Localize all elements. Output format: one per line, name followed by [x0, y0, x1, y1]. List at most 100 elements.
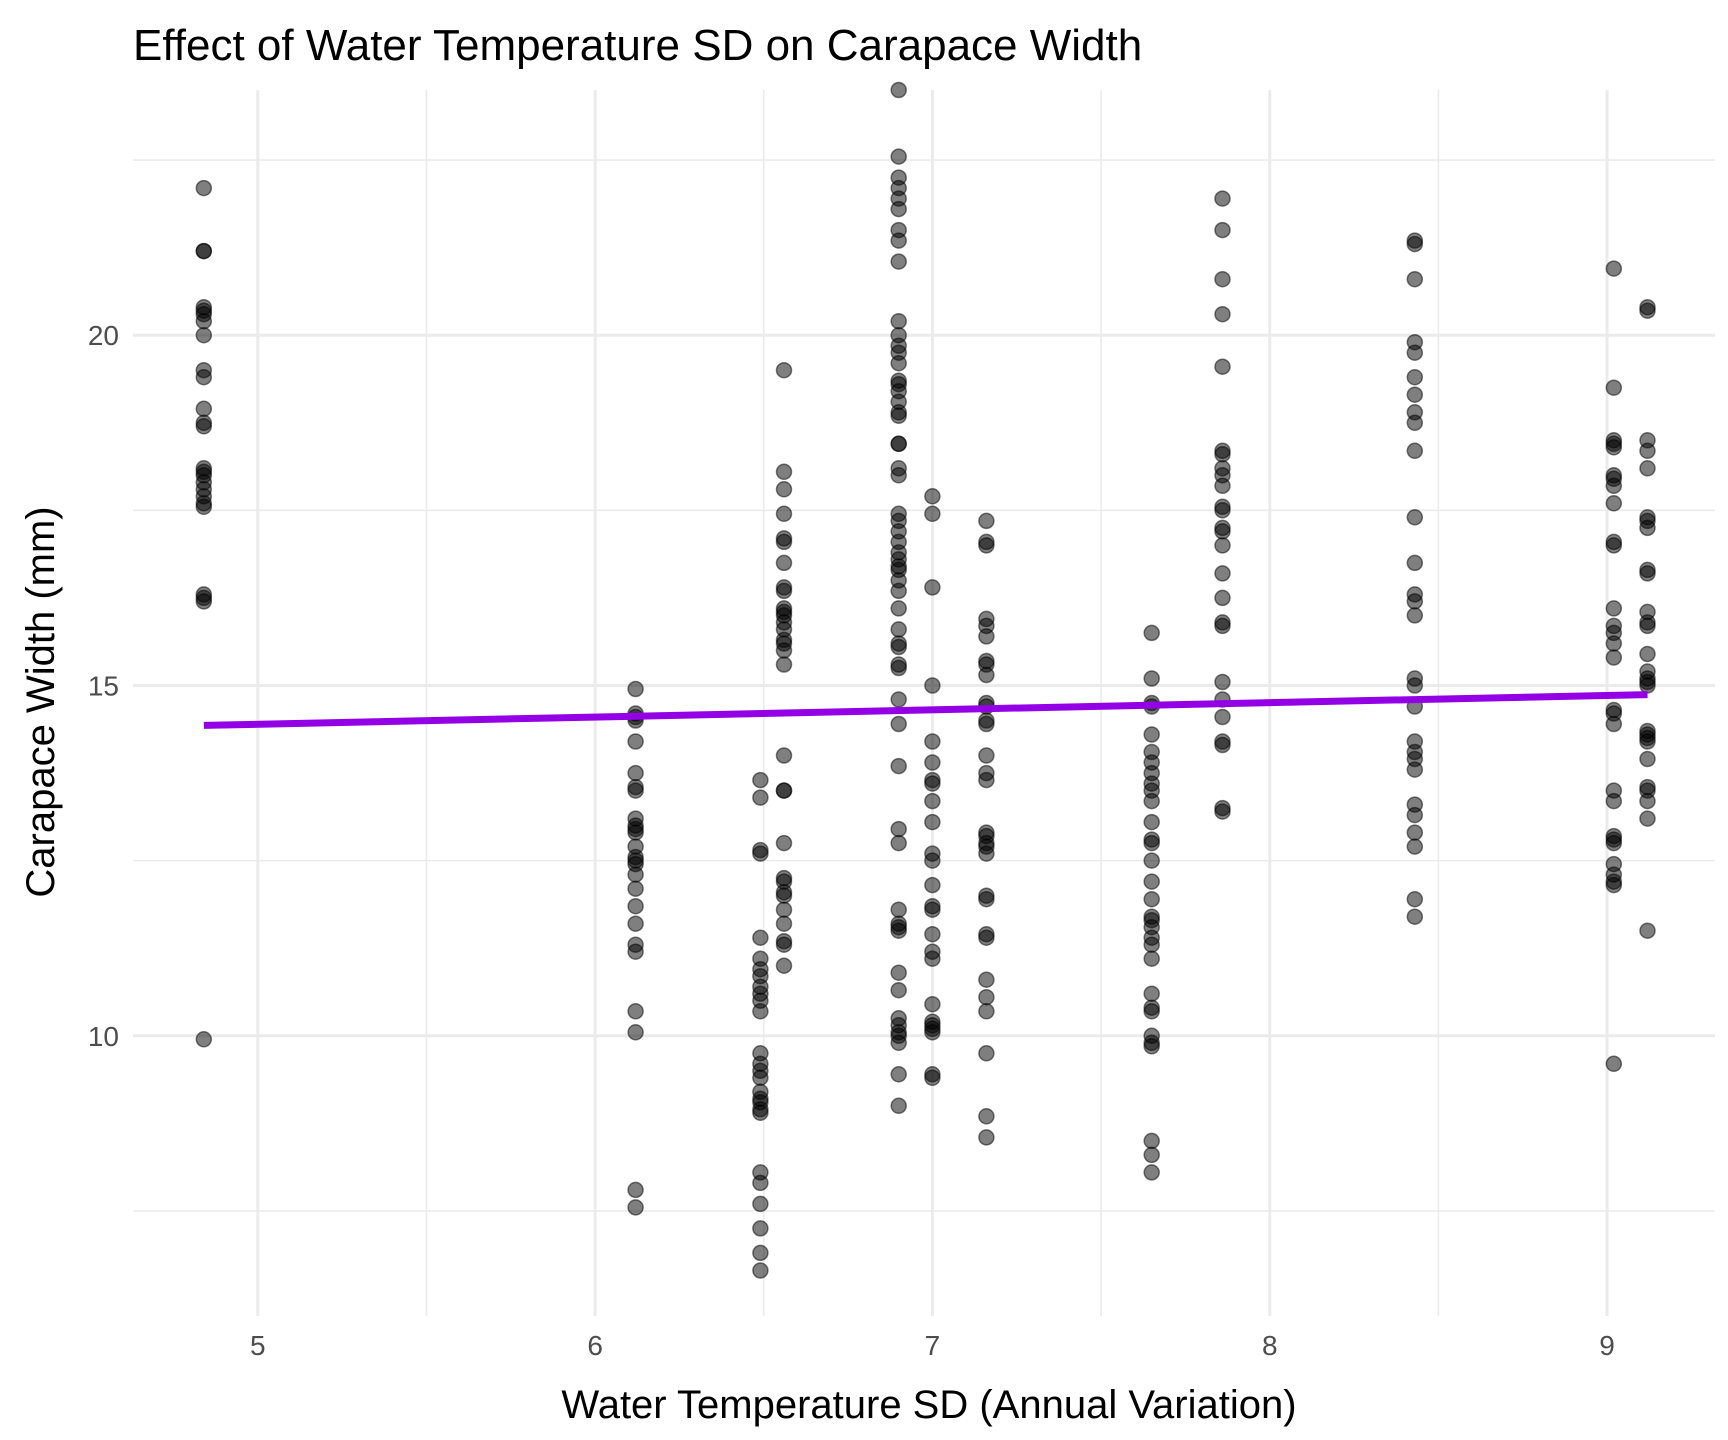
data-point — [752, 929, 769, 946]
data-point — [890, 964, 907, 981]
data-point — [1406, 554, 1424, 572]
data-point — [978, 537, 995, 554]
data-point — [1605, 439, 1623, 456]
data-point — [978, 666, 995, 684]
data-point — [1406, 386, 1424, 403]
x-tick-label: 7 — [925, 1330, 941, 1361]
data-point — [1214, 358, 1231, 375]
data-point — [978, 929, 995, 946]
data-point — [1605, 876, 1623, 894]
data-point — [195, 179, 213, 197]
data-point — [924, 950, 941, 967]
data-point — [775, 915, 793, 932]
data-point — [1143, 624, 1160, 642]
x-axis-title: Water Temperature SD (Annual Variation) — [561, 1383, 1296, 1427]
data-point — [924, 579, 941, 596]
data-point — [978, 512, 995, 530]
data-point — [1406, 344, 1424, 361]
data-point — [1143, 834, 1160, 852]
data-point — [978, 1108, 995, 1125]
data-point — [195, 418, 213, 435]
x-tick-label: 8 — [1262, 1330, 1278, 1361]
data-point — [890, 582, 907, 600]
data-point — [1639, 750, 1656, 768]
data-point — [1406, 368, 1424, 386]
data-point — [627, 680, 644, 698]
data-point — [775, 481, 793, 498]
data-point — [1639, 442, 1656, 460]
data-point — [1143, 726, 1160, 743]
x-tick-label: 6 — [587, 1330, 603, 1361]
data-point — [890, 691, 907, 708]
data-point — [752, 845, 769, 862]
y-tick-label: 15 — [88, 670, 119, 701]
data-point — [924, 1069, 941, 1087]
data-point — [978, 971, 995, 988]
data-point — [1406, 890, 1424, 908]
data-point — [1214, 708, 1231, 726]
data-point — [1214, 270, 1231, 288]
major-gridlines-x — [256, 90, 1609, 1316]
data-point — [1406, 806, 1424, 824]
data-point — [1406, 838, 1424, 855]
data-point — [752, 789, 769, 806]
data-point — [978, 1003, 995, 1020]
data-point — [924, 995, 941, 1013]
data-point — [1406, 824, 1424, 841]
data-point — [924, 852, 941, 869]
data-point — [195, 593, 213, 610]
data-point — [890, 621, 907, 638]
data-point — [890, 81, 907, 99]
y-tick-labels: 10 15 20 — [88, 320, 119, 1052]
data-point — [924, 925, 941, 943]
data-point — [627, 897, 644, 915]
data-point — [978, 845, 995, 862]
data-point — [752, 1262, 769, 1279]
data-point — [924, 677, 941, 694]
data-point — [752, 1220, 769, 1237]
y-tick-label: 20 — [88, 320, 119, 351]
data-point — [627, 1181, 644, 1199]
data-point — [890, 253, 907, 270]
data-point — [775, 782, 793, 799]
data-point — [775, 901, 793, 918]
data-point — [890, 1034, 907, 1052]
data-point — [752, 1003, 769, 1020]
data-point — [1214, 736, 1231, 754]
data-point — [627, 733, 644, 750]
data-point — [978, 890, 995, 908]
data-point — [1406, 677, 1424, 694]
data-point — [1406, 607, 1424, 624]
y-axis-title: Carapace Width (mm) — [19, 506, 63, 897]
data-point — [1406, 509, 1424, 526]
chart-title: Effect of Water Temperature SD on Carapa… — [133, 21, 1142, 70]
x-tick-labels: 5 6 7 8 9 — [250, 1330, 1615, 1361]
data-point — [890, 354, 907, 372]
data-point — [890, 981, 907, 999]
data-point — [978, 1045, 995, 1062]
data-point — [1639, 617, 1656, 635]
data-point — [890, 715, 907, 733]
trend-line — [203, 691, 1648, 729]
data-point — [1605, 477, 1623, 495]
data-point — [890, 232, 907, 249]
data-point — [1605, 495, 1623, 512]
data-point — [1214, 477, 1231, 495]
data-point — [775, 936, 793, 953]
data-point — [775, 642, 793, 659]
data-point — [924, 775, 941, 792]
data-point — [752, 1174, 769, 1192]
data-point — [1214, 565, 1231, 582]
data-point — [1214, 221, 1231, 239]
data-point — [1639, 677, 1656, 694]
data-point — [1605, 260, 1623, 277]
data-point — [978, 771, 995, 789]
data-point — [1605, 600, 1623, 617]
data-point — [1639, 810, 1656, 827]
data-point — [195, 498, 213, 516]
data-point — [627, 943, 644, 960]
x-tick-label: 9 — [1599, 1330, 1615, 1361]
data-point — [924, 813, 941, 831]
data-point — [627, 1003, 644, 1020]
